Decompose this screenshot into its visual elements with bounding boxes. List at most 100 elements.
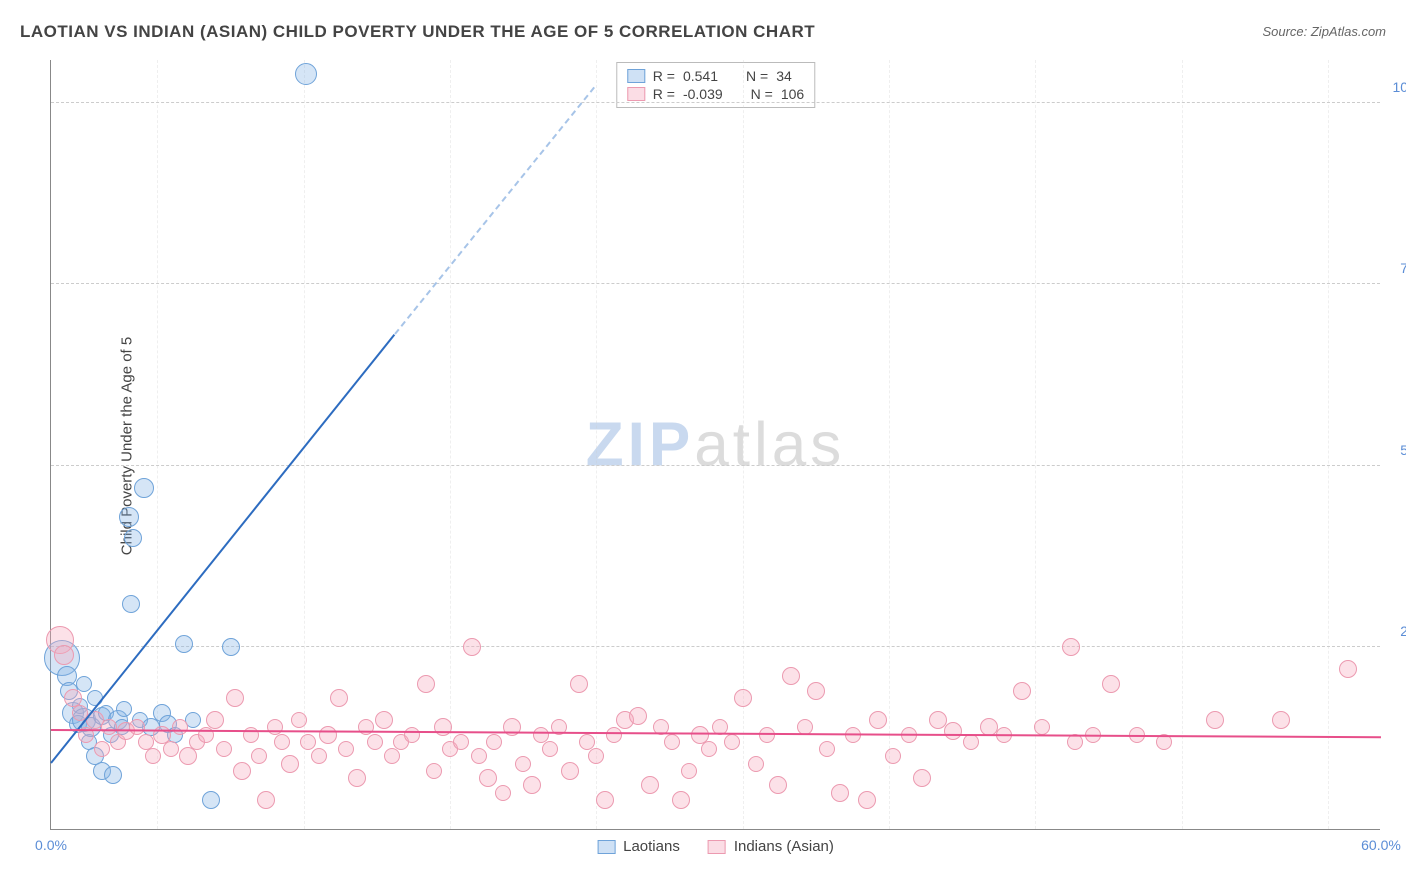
y-tick-label: 50.0%: [1400, 442, 1406, 458]
series-label: Laotians: [623, 838, 680, 855]
data-point-indians: [819, 741, 835, 757]
data-point-indians: [1102, 675, 1120, 693]
data-point-indians: [129, 719, 145, 735]
gridline-vertical: [596, 60, 597, 829]
data-point-indians: [523, 776, 541, 794]
data-point-indians: [145, 748, 161, 764]
data-point-indians: [503, 718, 521, 736]
data-point-indians: [885, 748, 901, 764]
data-point-indians: [515, 756, 531, 772]
data-point-laotians: [116, 701, 132, 717]
data-point-indians: [963, 734, 979, 750]
data-point-indians: [479, 769, 497, 787]
data-point-indians: [319, 726, 337, 744]
watermark-text: ZIPatlas: [586, 409, 845, 480]
data-point-indians: [257, 791, 275, 809]
data-point-indians: [641, 776, 659, 794]
data-point-indians: [1272, 711, 1290, 729]
gridline-vertical: [743, 60, 744, 829]
watermark-zip: ZIP: [586, 410, 694, 479]
data-point-laotians: [124, 529, 142, 547]
gridline-vertical: [450, 60, 451, 829]
data-point-indians: [417, 675, 435, 693]
data-point-indians: [426, 763, 442, 779]
data-point-indians: [944, 722, 962, 740]
series-legend: Laotians Indians (Asian): [597, 838, 834, 855]
data-point-indians: [300, 734, 316, 750]
x-tick-label: 60.0%: [1361, 837, 1401, 853]
source-attribution: Source: ZipAtlas.com: [1262, 24, 1386, 39]
data-point-indians: [1062, 638, 1080, 656]
data-point-indians: [1339, 660, 1357, 678]
data-point-indians: [375, 711, 393, 729]
data-point-indians: [748, 756, 764, 772]
gridline-vertical: [1182, 60, 1183, 829]
series-legend-indians: Indians (Asian): [708, 838, 834, 855]
data-point-indians: [274, 734, 290, 750]
data-point-indians: [858, 791, 876, 809]
data-point-indians: [243, 727, 259, 743]
n-label: N =: [751, 86, 773, 102]
swatch-pink-icon: [627, 87, 645, 101]
stats-legend-row-laotians: R = 0.541 N = 34: [627, 67, 804, 85]
data-point-indians: [672, 791, 690, 809]
data-point-laotians: [119, 507, 139, 527]
data-point-indians: [1206, 711, 1224, 729]
data-point-indians: [338, 741, 354, 757]
series-label: Indians (Asian): [734, 838, 834, 855]
data-point-indians: [281, 755, 299, 773]
data-point-indians: [701, 741, 717, 757]
r-value: -0.039: [683, 86, 723, 102]
data-point-indians: [179, 747, 197, 765]
trendline-laotians-extrapolated: [394, 86, 595, 334]
data-point-indians: [579, 734, 595, 750]
data-point-indians: [724, 734, 740, 750]
swatch-pink-icon: [708, 840, 726, 854]
data-point-indians: [453, 734, 469, 750]
data-point-indians: [172, 719, 188, 735]
r-label: R =: [653, 68, 675, 84]
n-value: 106: [781, 86, 804, 102]
data-point-laotians: [104, 766, 122, 784]
data-point-indians: [291, 712, 307, 728]
r-label: R =: [653, 86, 675, 102]
n-value: 34: [776, 68, 792, 84]
r-value: 0.541: [683, 68, 718, 84]
data-point-indians: [251, 748, 267, 764]
data-point-indians: [486, 734, 502, 750]
data-point-indians: [330, 689, 348, 707]
data-point-indians: [629, 707, 647, 725]
data-point-indians: [533, 727, 549, 743]
data-point-indians: [434, 718, 452, 736]
data-point-laotians: [134, 478, 154, 498]
swatch-blue-icon: [627, 69, 645, 83]
data-point-laotians: [295, 63, 317, 85]
series-legend-laotians: Laotians: [597, 838, 680, 855]
gridline-vertical: [889, 60, 890, 829]
data-point-indians: [101, 719, 117, 735]
data-point-indians: [561, 762, 579, 780]
gridline-vertical: [1328, 60, 1329, 829]
scatter-plot-area: ZIPatlas R = 0.541 N = 34 R = -0.039 N =…: [50, 60, 1380, 830]
data-point-indians: [664, 734, 680, 750]
data-point-indians: [681, 763, 697, 779]
y-tick-label: 25.0%: [1400, 623, 1406, 639]
data-point-indians: [606, 727, 622, 743]
data-point-indians: [807, 682, 825, 700]
data-point-indians: [206, 711, 224, 729]
data-point-indians: [596, 791, 614, 809]
swatch-blue-icon: [597, 840, 615, 854]
data-point-indians: [216, 741, 232, 757]
data-point-indians: [495, 785, 511, 801]
watermark-atlas: atlas: [694, 410, 845, 479]
data-point-indians: [226, 689, 244, 707]
data-point-laotians: [175, 635, 193, 653]
data-point-indians: [913, 769, 931, 787]
data-point-indians: [463, 638, 481, 656]
data-point-indians: [233, 762, 251, 780]
data-point-indians: [734, 689, 752, 707]
data-point-indians: [542, 741, 558, 757]
data-point-indians: [831, 784, 849, 802]
data-point-indians: [769, 776, 787, 794]
data-point-indians: [570, 675, 588, 693]
